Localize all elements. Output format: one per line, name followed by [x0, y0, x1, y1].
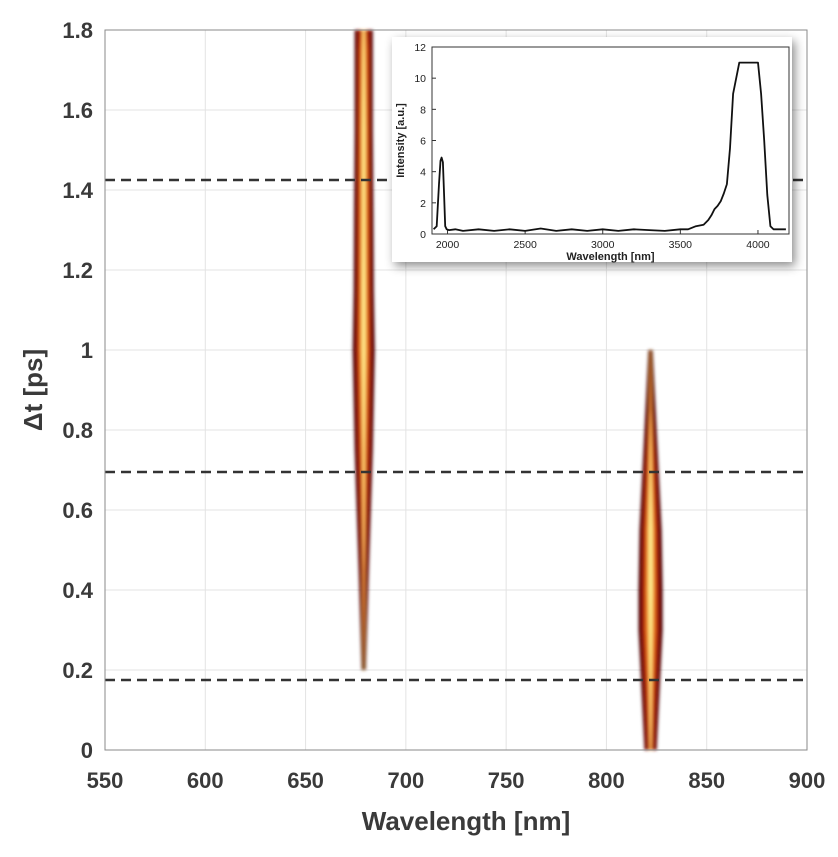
- x-tick-label: 800: [588, 768, 625, 793]
- heatmap-layer: [649, 350, 652, 750]
- y-axis-label: Δt [ps]: [18, 349, 48, 431]
- inset-y-axis-label: Intensity [a.u.]: [395, 103, 407, 178]
- x-tick-label: 850: [688, 768, 725, 793]
- inset-y-tick-label: 2: [420, 198, 426, 210]
- y-tick-labels: 0 0.2 0.4 0.6 0.8 1 1.2 1.4 1.6 1.8: [62, 18, 93, 763]
- inset-x-axis-label: Wavelength [nm]: [566, 251, 655, 263]
- inset-x-tick-label: 4000: [746, 239, 770, 251]
- x-tick-labels: 550 600 650 700 750 800 850 900: [87, 768, 826, 793]
- inset-frame: [431, 46, 790, 235]
- inset-y-tick-label: 6: [420, 136, 426, 148]
- inset-spectrum-line: [432, 61, 786, 232]
- x-axis-label: Wavelength [nm]: [362, 806, 570, 836]
- inset-x-tick-label: 3000: [591, 239, 615, 251]
- x-tick-label: 650: [287, 768, 324, 793]
- inset-y-tick-label: 0: [420, 229, 426, 241]
- y-tick-label: 1.8: [62, 18, 93, 43]
- y-tick-label: 1.2: [62, 258, 93, 283]
- x-tick-label: 700: [387, 768, 424, 793]
- y-tick-label: 1.6: [62, 98, 93, 123]
- heatmap-trace-822nm: [638, 350, 663, 750]
- y-tick-label: 1.4: [62, 178, 93, 203]
- heatmap-trace-679nm: [352, 30, 375, 670]
- inset-y-tick-label: 8: [420, 104, 426, 116]
- inset-spectrum-plot: 2000 2500 3000 3500 4000 0 2 4 6 8 10 12 Wavelengt…: [392, 37, 792, 263]
- x-tick-label: 900: [789, 768, 826, 793]
- inset-x-tick-label: 2000: [436, 239, 460, 251]
- x-tick-label: 600: [187, 768, 224, 793]
- y-tick-label: 0.2: [62, 658, 93, 683]
- y-tick-label: 1: [81, 338, 93, 363]
- inset-x-tick-label: 2500: [513, 239, 537, 251]
- heatmap-layer: [362, 30, 365, 670]
- x-tick-label: 750: [488, 768, 525, 793]
- inset-y-tick-labels: 0 2 4 6 8 10 12: [414, 42, 426, 241]
- y-tick-label: 0.4: [62, 578, 93, 603]
- inset-x-tick-labels: 2000 2500 3000 3500 4000: [436, 239, 770, 251]
- heatmap-traces: [352, 30, 663, 750]
- inset-panel: [392, 37, 792, 262]
- inset-x-tick-label: 3500: [669, 239, 693, 251]
- y-tick-label: 0.8: [62, 418, 93, 443]
- plot-frame: [104, 29, 808, 751]
- y-tick-label: 0.6: [62, 498, 93, 523]
- x-tick-label: 550: [87, 768, 124, 793]
- inset-y-tick-label: 12: [414, 42, 426, 54]
- inset-y-tick-label: 4: [420, 167, 426, 179]
- y-tick-label: 0: [81, 738, 93, 763]
- inset-y-tick-label: 10: [414, 73, 426, 85]
